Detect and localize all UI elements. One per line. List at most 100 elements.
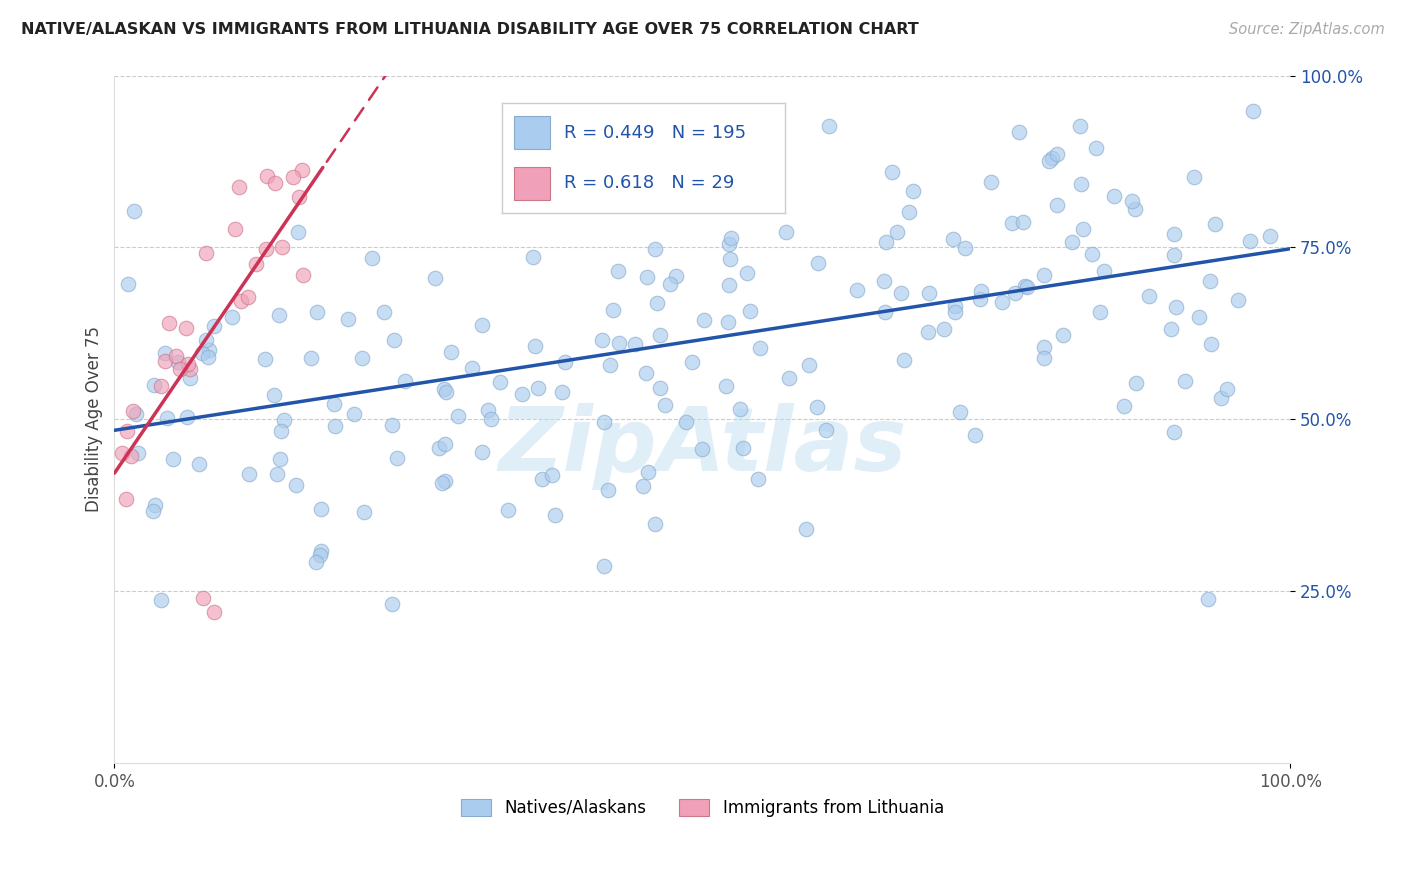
- Point: [481, 412, 503, 426]
- Point: [631, 479, 654, 493]
- Point: [254, 242, 277, 256]
- Point: [1160, 322, 1182, 336]
- Point: [1227, 293, 1250, 307]
- Point: [1163, 248, 1185, 262]
- Point: [120, 449, 142, 463]
- Point: [806, 401, 828, 415]
- Point: [1137, 289, 1160, 303]
- Point: [124, 203, 146, 218]
- Point: [142, 504, 165, 518]
- Point: [489, 375, 512, 389]
- Point: [1216, 382, 1239, 396]
- Point: [624, 337, 647, 351]
- Point: [127, 446, 149, 460]
- Point: [846, 283, 869, 297]
- Point: [270, 240, 292, 254]
- Point: [394, 374, 416, 388]
- Point: [717, 237, 740, 252]
- Point: [1164, 301, 1187, 315]
- Point: [433, 474, 456, 488]
- Point: [1102, 188, 1125, 202]
- Point: [373, 305, 395, 319]
- Point: [654, 398, 676, 412]
- Point: [224, 222, 246, 236]
- Point: [291, 162, 314, 177]
- Point: [176, 358, 198, 372]
- Point: [591, 333, 613, 347]
- Point: [1033, 340, 1056, 354]
- Point: [471, 445, 494, 459]
- Point: [1080, 246, 1102, 260]
- Point: [596, 483, 619, 497]
- Point: [166, 355, 188, 369]
- Point: [593, 559, 616, 574]
- Point: [254, 351, 277, 366]
- Point: [544, 508, 567, 523]
- Point: [111, 446, 134, 460]
- Point: [121, 404, 143, 418]
- Point: [117, 277, 139, 291]
- Point: [1239, 234, 1261, 248]
- Point: [797, 359, 820, 373]
- Point: [681, 355, 703, 369]
- Point: [336, 311, 359, 326]
- Point: [150, 379, 173, 393]
- Point: [980, 174, 1002, 188]
- Point: [143, 498, 166, 512]
- Point: [748, 341, 770, 355]
- Point: [1070, 177, 1092, 191]
- Point: [427, 441, 450, 455]
- Point: [256, 169, 278, 184]
- Point: [747, 472, 769, 486]
- Point: [778, 371, 800, 385]
- Point: [287, 225, 309, 239]
- Point: [607, 335, 630, 350]
- Point: [299, 351, 322, 366]
- Point: [197, 350, 219, 364]
- Point: [1163, 227, 1185, 242]
- Point: [323, 397, 346, 411]
- Text: NATIVE/ALASKAN VS IMMIGRANTS FROM LITHUANIA DISABILITY AGE OVER 75 CORRELATION C: NATIVE/ALASKAN VS IMMIGRANTS FROM LITHUA…: [21, 22, 920, 37]
- Point: [1188, 310, 1211, 324]
- Point: [1017, 280, 1039, 294]
- Point: [659, 277, 682, 292]
- Point: [238, 290, 260, 304]
- Point: [311, 502, 333, 516]
- Point: [932, 322, 955, 336]
- Point: [361, 251, 384, 265]
- Point: [430, 476, 453, 491]
- Point: [267, 308, 290, 322]
- Point: [156, 410, 179, 425]
- Point: [292, 268, 315, 283]
- Point: [541, 194, 564, 208]
- Point: [796, 522, 818, 536]
- Point: [198, 343, 221, 357]
- Point: [353, 505, 375, 519]
- Point: [191, 591, 214, 606]
- Point: [273, 413, 295, 427]
- Point: [872, 274, 894, 288]
- Point: [1069, 120, 1091, 134]
- Point: [439, 345, 461, 359]
- Point: [382, 333, 405, 347]
- Point: [1209, 392, 1232, 406]
- Point: [1121, 194, 1143, 208]
- Point: [537, 127, 560, 141]
- Legend: Natives/Alaskans, Immigrants from Lithuania: Natives/Alaskans, Immigrants from Lithua…: [454, 792, 950, 823]
- Point: [738, 304, 761, 318]
- Point: [309, 548, 332, 562]
- Point: [644, 516, 666, 531]
- Point: [817, 119, 839, 133]
- Point: [284, 478, 307, 492]
- Point: [731, 442, 754, 456]
- Point: [343, 407, 366, 421]
- Point: [886, 225, 908, 239]
- Point: [648, 327, 671, 342]
- Point: [718, 252, 741, 266]
- Point: [115, 492, 138, 507]
- Point: [305, 556, 328, 570]
- Point: [607, 264, 630, 278]
- Point: [309, 543, 332, 558]
- Point: [807, 256, 830, 270]
- Point: [447, 409, 470, 424]
